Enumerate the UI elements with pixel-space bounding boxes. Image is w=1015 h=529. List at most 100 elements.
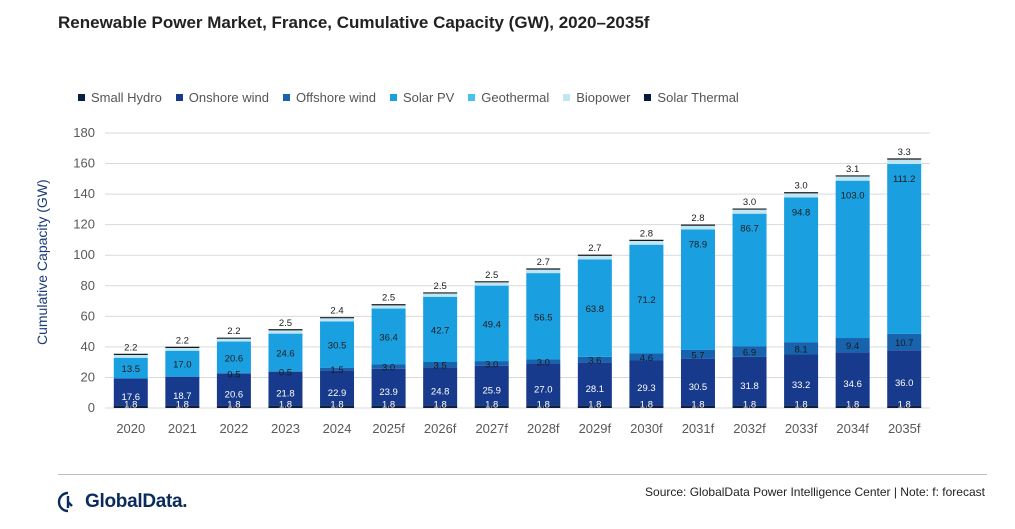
legend-label: Solar Thermal — [657, 90, 739, 105]
legend-label: Biopower — [576, 90, 631, 105]
bar-segment — [784, 192, 819, 198]
data-label-offshore-wind: 3.5 — [434, 361, 447, 372]
data-label-onshore-wind: 17.6 — [122, 392, 141, 403]
legend-item: Geothermal — [468, 90, 549, 105]
data-label-biopower: 2.2 — [176, 335, 189, 346]
data-label-small-hydro: 1.8 — [898, 400, 911, 411]
bar-segment — [629, 240, 664, 245]
bar-segment — [423, 362, 458, 368]
data-label-biopower: 3.3 — [898, 147, 911, 158]
footer-divider — [58, 474, 987, 475]
data-label-onshore-wind: 27.0 — [534, 385, 553, 396]
bar-segment — [526, 405, 561, 408]
y-tick-label: 140 — [73, 186, 95, 201]
bar-segment — [680, 405, 715, 408]
legend-item: Solar Thermal — [644, 90, 739, 105]
bar-segment — [113, 378, 148, 406]
data-label-biopower: 2.8 — [691, 213, 704, 224]
bar-segment — [887, 405, 922, 408]
bar-segment — [113, 405, 148, 408]
y-tick-label: 20 — [81, 369, 95, 384]
data-label-biopower: 2.8 — [640, 228, 653, 239]
data-label-biopower: 2.2 — [227, 326, 240, 337]
x-tick-label: 2027f — [475, 421, 508, 436]
data-label-solar-pv: 49.4 — [482, 319, 501, 330]
legend-label: Small Hydro — [91, 90, 162, 105]
data-label-offshore-wind: 3.0 — [537, 358, 550, 369]
legend-item: Biopower — [563, 90, 630, 105]
x-tick-label: 2020 — [116, 421, 145, 436]
data-label-small-hydro: 1.8 — [227, 400, 240, 411]
bar-segment — [474, 281, 509, 286]
bar-segment — [577, 405, 612, 408]
bar-segment — [887, 350, 922, 406]
data-label-solar-pv: 78.9 — [689, 239, 708, 250]
data-label-small-hydro: 1.8 — [434, 400, 447, 411]
bar-segment — [474, 365, 509, 406]
bar-segment — [216, 373, 251, 406]
legend-item: Small Hydro — [78, 90, 162, 105]
data-label-offshore-wind: 0.5 — [227, 369, 240, 380]
bar-segment — [113, 357, 148, 379]
bar-segment — [732, 213, 767, 347]
data-label-biopower: 3.1 — [846, 164, 859, 175]
brand-name: GlobalData. — [85, 491, 188, 512]
x-tick-label: 2032f — [733, 421, 766, 436]
data-label-solar-pv: 56.5 — [534, 312, 553, 323]
data-label-offshore-wind: 8.1 — [794, 344, 807, 355]
data-label-small-hydro: 1.8 — [588, 400, 601, 411]
data-label-solar-pv: 94.8 — [792, 207, 811, 218]
legend-swatch — [468, 94, 476, 101]
data-label-offshore-wind: 6.9 — [743, 347, 756, 358]
bar-segment — [216, 405, 251, 408]
bar-segment — [371, 368, 406, 406]
data-label-solar-pv: 71.2 — [637, 295, 656, 306]
bar-segment — [268, 371, 303, 372]
data-label-offshore-wind: 5.7 — [691, 350, 704, 361]
data-label-biopower: 2.7 — [537, 257, 550, 268]
bar-segment — [216, 338, 251, 342]
bar-segment — [320, 317, 355, 322]
legend-item: Onshore wind — [175, 90, 269, 105]
chart-legend: Small Hydro Onshore wind Offshore wind Sola… — [78, 90, 753, 105]
data-label-onshore-wind: 31.8 — [740, 381, 759, 392]
bar-segment — [680, 349, 715, 359]
legend-swatch — [644, 94, 652, 101]
data-label-solar-pv: 42.7 — [431, 325, 450, 336]
bar-segment — [835, 175, 870, 181]
y-tick-label: 160 — [73, 156, 95, 171]
data-label-biopower: 3.0 — [743, 197, 756, 208]
data-label-small-hydro: 1.8 — [279, 400, 292, 411]
data-label-small-hydro: 1.8 — [691, 400, 704, 411]
data-label-small-hydro: 1.8 — [537, 400, 550, 411]
bar-segment — [784, 354, 819, 406]
legend-label: Offshore wind — [296, 90, 376, 105]
data-label-onshore-wind: 36.0 — [895, 378, 914, 389]
data-label-onshore-wind: 20.6 — [225, 390, 244, 401]
bar-segment — [320, 367, 355, 371]
data-label-onshore-wind: 33.2 — [792, 380, 811, 391]
data-label-small-hydro: 1.8 — [485, 400, 498, 411]
data-label-offshore-wind: 3.0 — [485, 359, 498, 370]
data-label-offshore-wind: 9.4 — [846, 341, 859, 352]
x-tick-label: 2028f — [527, 421, 560, 436]
x-tick-label: 2035f — [888, 421, 921, 436]
data-label-biopower: 2.7 — [588, 243, 601, 254]
bar-segment — [732, 356, 767, 406]
bar-segment — [526, 359, 561, 364]
data-label-small-hydro: 1.8 — [124, 400, 137, 411]
bar-segment — [423, 296, 458, 363]
globaldata-logo-icon — [57, 491, 79, 513]
bar-segment — [423, 292, 458, 297]
data-label-onshore-wind: 28.1 — [586, 384, 605, 395]
data-label-onshore-wind: 18.7 — [173, 391, 192, 402]
bar-segment — [423, 405, 458, 408]
data-label-biopower: 2.5 — [434, 281, 447, 292]
y-tick-label: 40 — [81, 339, 95, 354]
x-tick-label: 2031f — [682, 421, 715, 436]
bar-segment — [268, 329, 303, 334]
data-label-small-hydro: 1.8 — [794, 400, 807, 411]
legend-swatch — [283, 94, 291, 101]
bar-segment — [113, 354, 148, 358]
globaldata-logo: GlobalData. — [56, 490, 188, 514]
